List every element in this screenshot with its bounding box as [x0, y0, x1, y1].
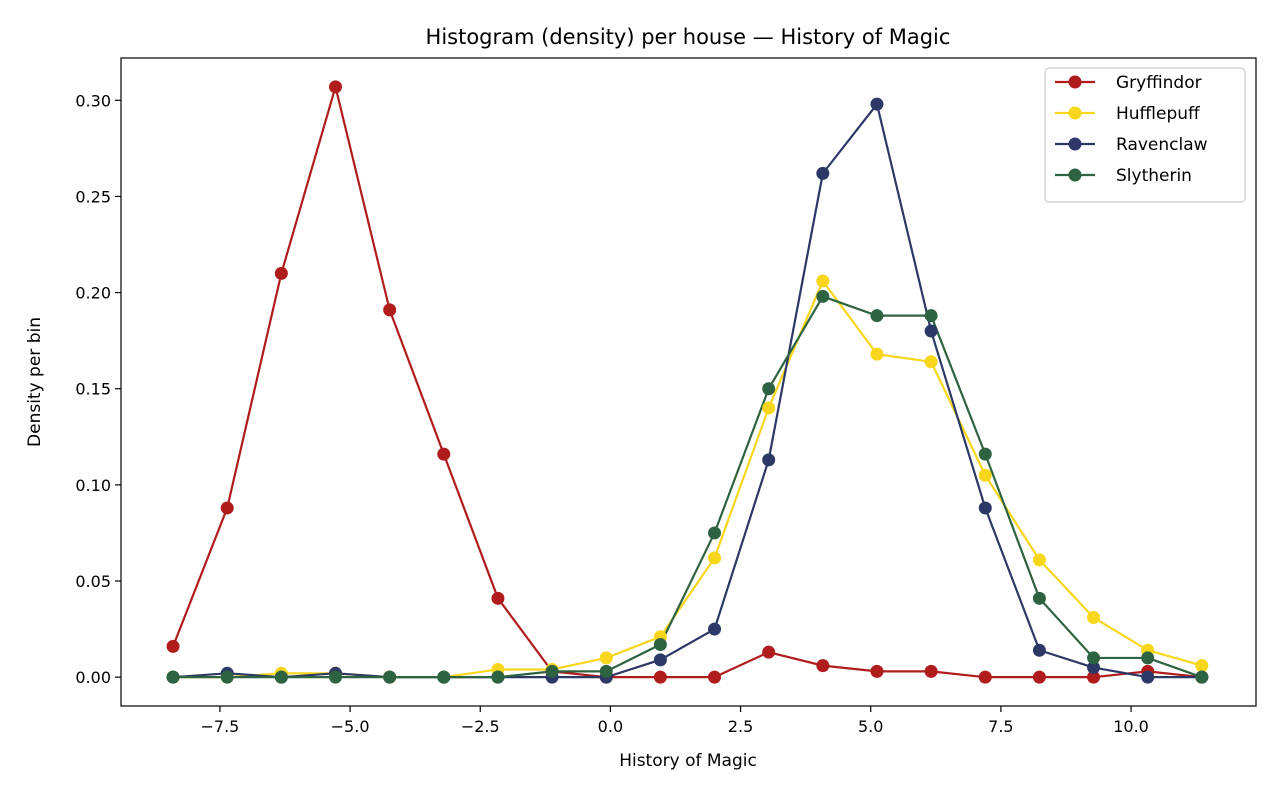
series-line-ravenclaw — [172, 103, 1202, 679]
plot-points — [166, 80, 1209, 684]
legend-label-gryffindor: Gryffindor — [1116, 73, 1202, 93]
point-slytherin — [383, 670, 397, 684]
x-tick-label: 2.5 — [728, 717, 753, 736]
point-slytherin — [762, 382, 776, 396]
point-slytherin — [870, 309, 884, 323]
point-gryffindor — [329, 80, 343, 94]
point-ravenclaw — [1141, 670, 1155, 684]
y-tick-label: 0.25 — [75, 187, 111, 206]
point-hufflepuff — [708, 551, 722, 565]
point-hufflepuff — [978, 468, 992, 482]
point-slytherin — [708, 526, 722, 540]
point-gryffindor — [437, 447, 451, 461]
chart-title: Histogram (density) per house — History … — [426, 25, 951, 49]
point-ravenclaw — [653, 653, 667, 667]
point-slytherin — [545, 664, 559, 678]
point-ravenclaw — [1087, 661, 1101, 675]
point-ravenclaw — [762, 453, 776, 467]
y-axis: 0.00 0.05 0.10 0.15 0.20 0.25 0.30 — [75, 91, 121, 687]
point-ravenclaw — [978, 501, 992, 515]
point-slytherin — [1195, 670, 1209, 684]
plot-frame — [120, 57, 1257, 707]
point-slytherin — [1141, 651, 1155, 665]
series-line-slytherin — [173, 295, 1203, 679]
point-slytherin — [329, 670, 343, 684]
point-slytherin — [599, 664, 613, 678]
point-hufflepuff — [599, 651, 613, 665]
point-slytherin — [1087, 651, 1101, 665]
plot-lines — [172, 85, 1203, 679]
x-tick-label: 7.5 — [988, 717, 1013, 736]
y-tick-label: 0.20 — [75, 284, 111, 303]
point-hufflepuff — [1087, 611, 1101, 625]
point-gryffindor — [1032, 670, 1046, 684]
point-ravenclaw — [1032, 643, 1046, 657]
point-ravenclaw — [924, 324, 938, 338]
point-gryffindor — [166, 639, 180, 653]
y-tick-label: 0.10 — [75, 476, 111, 495]
x-axis: −7.5 −5.0 −2.5 0.0 2.5 5.0 7.5 10.0 — [200, 706, 1149, 736]
point-hufflepuff — [870, 347, 884, 361]
legend-label-hufflepuff: Hufflepuff — [1116, 104, 1201, 124]
point-slytherin — [220, 670, 234, 684]
point-ravenclaw — [870, 97, 884, 111]
point-slytherin — [274, 670, 288, 684]
legend-box — [1044, 67, 1246, 203]
x-tick-label: −5.0 — [331, 717, 370, 736]
point-slytherin — [653, 637, 667, 651]
point-gryffindor — [383, 303, 397, 317]
point-slytherin — [166, 670, 180, 684]
y-tick-label: 0.00 — [75, 668, 111, 687]
point-hufflepuff — [816, 274, 830, 288]
point-slytherin — [978, 447, 992, 461]
point-slytherin — [1032, 591, 1046, 605]
series-line-gryffindor — [172, 85, 1202, 679]
point-gryffindor — [274, 266, 288, 280]
point-gryffindor — [816, 659, 830, 673]
x-tick-label: 5.0 — [858, 717, 883, 736]
legend: Gryffindor Hufflepuff Ravenclaw Slytherin — [1044, 67, 1246, 203]
point-ravenclaw — [816, 166, 830, 180]
legend-marker-hufflepuff — [1068, 106, 1082, 120]
x-axis-label: History of Magic — [619, 751, 757, 771]
x-tick-label: 10.0 — [1113, 717, 1149, 736]
point-gryffindor — [491, 591, 505, 605]
legend-marker-ravenclaw — [1068, 137, 1082, 151]
point-gryffindor — [762, 645, 776, 659]
point-hufflepuff — [924, 355, 938, 369]
legend-marker-gryffindor — [1068, 75, 1082, 89]
x-tick-label: −2.5 — [461, 717, 500, 736]
point-hufflepuff — [1195, 659, 1209, 673]
legend-marker-slytherin — [1068, 168, 1082, 182]
point-slytherin — [816, 289, 830, 303]
point-hufflepuff — [762, 401, 776, 415]
y-tick-label: 0.05 — [75, 572, 111, 591]
point-slytherin — [924, 309, 938, 323]
point-hufflepuff — [1032, 553, 1046, 567]
point-slytherin — [437, 670, 451, 684]
y-axis-label: Density per bin — [25, 317, 45, 447]
point-gryffindor — [978, 670, 992, 684]
point-ravenclaw — [708, 622, 722, 636]
y-tick-label: 0.15 — [75, 380, 111, 399]
point-gryffindor — [924, 664, 938, 678]
y-tick-label: 0.30 — [75, 91, 111, 110]
point-slytherin — [491, 670, 505, 684]
legend-label-ravenclaw: Ravenclaw — [1116, 135, 1208, 155]
point-gryffindor — [870, 664, 884, 678]
legend-label-slytherin: Slytherin — [1116, 166, 1192, 186]
point-gryffindor — [653, 670, 667, 684]
x-tick-label: 0.0 — [598, 717, 623, 736]
x-tick-label: −7.5 — [200, 717, 239, 736]
point-gryffindor — [1087, 670, 1101, 684]
point-gryffindor — [708, 670, 722, 684]
point-gryffindor — [220, 501, 234, 515]
